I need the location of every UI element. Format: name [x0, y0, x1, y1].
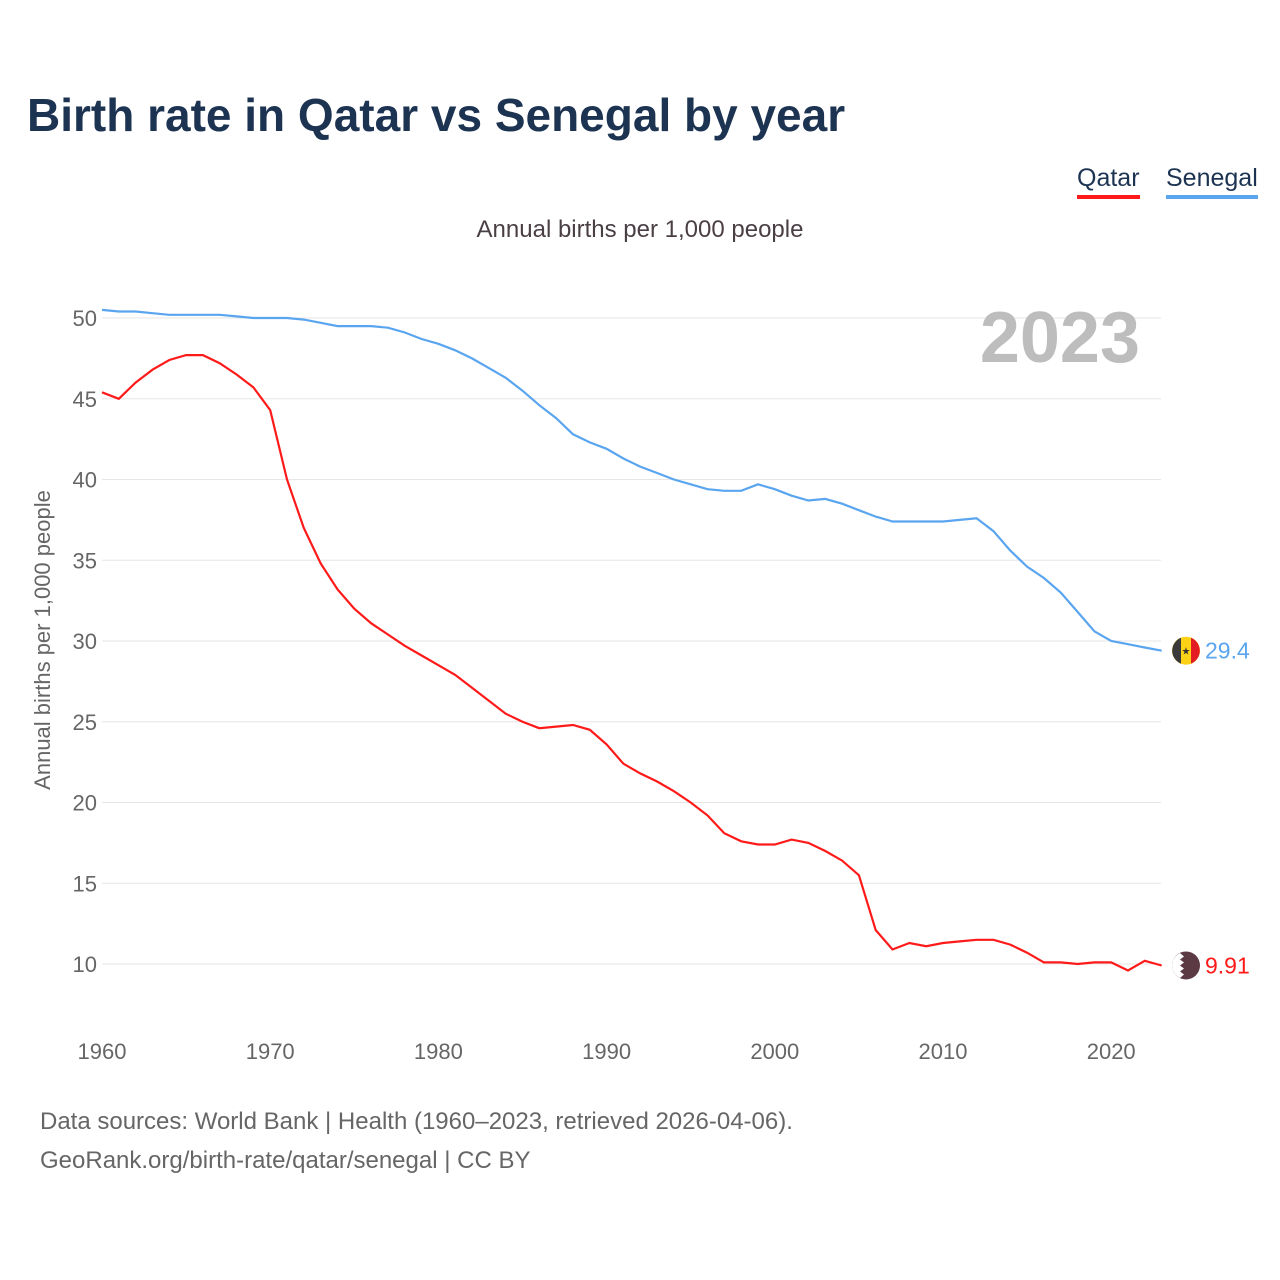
y-tick-label: 45 [73, 387, 97, 412]
chart-subtitle: Annual births per 1,000 people [476, 216, 804, 243]
senegal-flag-right [1191, 637, 1200, 664]
x-tick-label: 2010 [919, 1039, 968, 1064]
series-line-qatar [101, 354, 1162, 972]
y-tick-label: 40 [73, 468, 97, 493]
year-watermark: 2023 [980, 298, 1140, 378]
x-tick-label: 1990 [582, 1039, 631, 1064]
x-tick-label: 2000 [750, 1039, 799, 1064]
end-value-label-senegal: 29.4 [1205, 638, 1250, 664]
y-tick-label: 10 [73, 952, 97, 977]
legend-qatar[interactable]: Qatar [1077, 164, 1140, 199]
legend-senegal[interactable]: Senegal [1166, 164, 1258, 199]
x-tick-label: 1980 [414, 1039, 463, 1064]
y-tick-label: 50 [73, 306, 97, 331]
footer-url[interactable]: GeoRank.org/birth-rate/qatar/senegal | C… [40, 1147, 531, 1174]
footer-source: Data sources: World Bank | Health (1960–… [40, 1108, 793, 1135]
y-tick-label: 35 [73, 548, 97, 573]
x-tick-label: 1960 [78, 1039, 127, 1064]
y-tick-label: 30 [73, 629, 97, 654]
senegal-flag-left [1172, 637, 1181, 664]
end-value-label-qatar: 9.91 [1205, 952, 1250, 978]
series-line-senegal [101, 308, 1162, 652]
senegal-flag-star: ★ [1182, 647, 1191, 658]
qatar-flag-white [1172, 952, 1184, 978]
x-tick-label: 1970 [246, 1039, 295, 1064]
y-tick-label: 25 [73, 710, 97, 735]
y-tick-label: 20 [73, 791, 97, 816]
y-axis-label: Annual births per 1,000 people [30, 490, 55, 790]
chart-title: Birth rate in Qatar vs Senegal by year [27, 89, 846, 141]
y-tick-label: 15 [73, 871, 97, 896]
x-tick-label: 2020 [1087, 1039, 1136, 1064]
